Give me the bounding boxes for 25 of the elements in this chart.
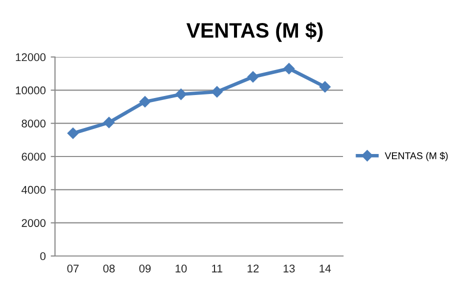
- y-tick-label: 4000: [22, 186, 46, 194]
- point: [139, 96, 151, 108]
- y-tick-label: 10000: [16, 86, 46, 94]
- y-tick-label: 12000: [16, 53, 46, 62]
- x-tick-label: 13: [284, 264, 295, 272]
- x-tick-label: 09: [139, 264, 151, 272]
- x-tick-label: 07: [67, 264, 79, 272]
- y-tick-label: 8000: [22, 120, 46, 128]
- point: [103, 116, 115, 128]
- legend-label: VENTAS (M $): [384, 152, 448, 162]
- point: [67, 128, 79, 139]
- x-tick-label: 11: [212, 264, 222, 272]
- y-tick-label: 0: [40, 252, 46, 260]
- point: [211, 86, 223, 98]
- y-tick-label: 6000: [22, 152, 46, 161]
- x-tick-label: 14: [320, 264, 331, 272]
- chart-title: VENTAS (M $): [186, 22, 323, 42]
- x-tick-label: 12: [248, 264, 259, 272]
- point: [319, 81, 331, 92]
- y-tick-label: 2000: [22, 219, 46, 227]
- point: [175, 88, 187, 100]
- point: [247, 71, 259, 83]
- point: [283, 63, 295, 74]
- x-tick-label: 08: [103, 264, 115, 272]
- x-tick-label: 10: [176, 264, 187, 272]
